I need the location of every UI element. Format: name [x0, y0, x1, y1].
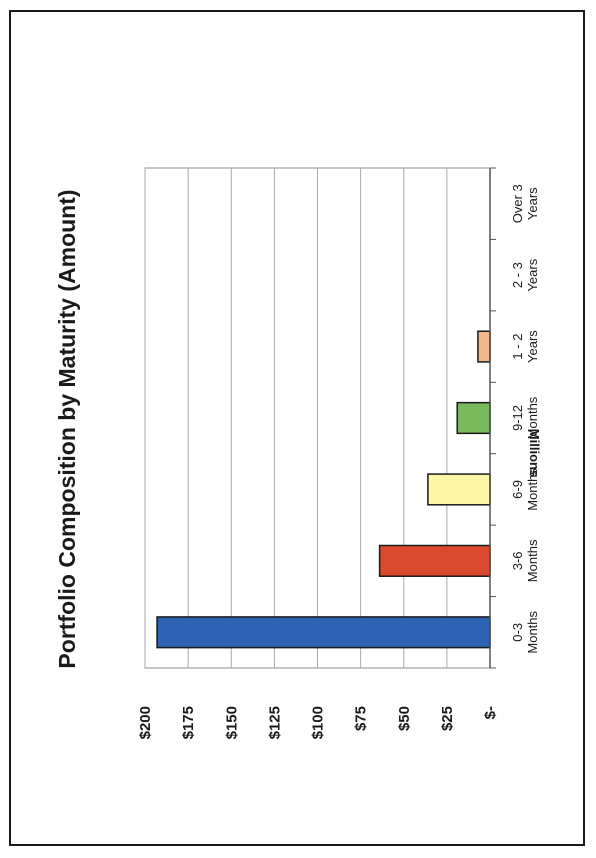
bar	[427, 473, 491, 506]
category-label: Months	[525, 468, 540, 511]
category-label: 6-9	[510, 480, 525, 499]
y-tick-label: $150	[223, 706, 240, 739]
category-label: 2 - 3	[510, 262, 525, 288]
category-label: 0-3	[510, 623, 525, 642]
y-tick-labels: $- $25 $50 $75 $100 $125 $150 $175 $200	[137, 706, 499, 739]
category-label: 3-6	[510, 551, 525, 570]
category-label: Years	[525, 187, 540, 220]
category-label: 1 - 2	[510, 334, 525, 360]
y-tick-label: $200	[137, 706, 154, 739]
bar	[477, 330, 491, 363]
y-tick-label: $50	[396, 706, 413, 731]
y-tick-label: $25	[439, 706, 456, 731]
y-tick-label: $-	[482, 706, 499, 719]
category-label: Years	[525, 330, 540, 363]
bar	[378, 544, 491, 577]
y-tick-label: $125	[266, 706, 283, 739]
y-axis-label: Millions	[527, 429, 542, 477]
category-label: Months	[525, 396, 540, 439]
bars	[156, 330, 491, 649]
category-label: Over 3	[510, 184, 525, 223]
category-label: Months	[525, 539, 540, 582]
bar	[456, 401, 491, 435]
chart-title: Portfolio Composition by Maturity (Amoun…	[54, 189, 80, 668]
y-tick-label: $75	[353, 706, 370, 731]
y-tick-label: $100	[310, 706, 327, 739]
category-label: Years	[525, 258, 540, 291]
x-axis-ticks	[489, 167, 496, 669]
grid-lines	[144, 168, 448, 668]
bar	[156, 616, 491, 649]
category-label: Months	[525, 610, 540, 653]
y-tick-label: $175	[180, 706, 197, 739]
category-label: 9-12	[510, 405, 525, 431]
